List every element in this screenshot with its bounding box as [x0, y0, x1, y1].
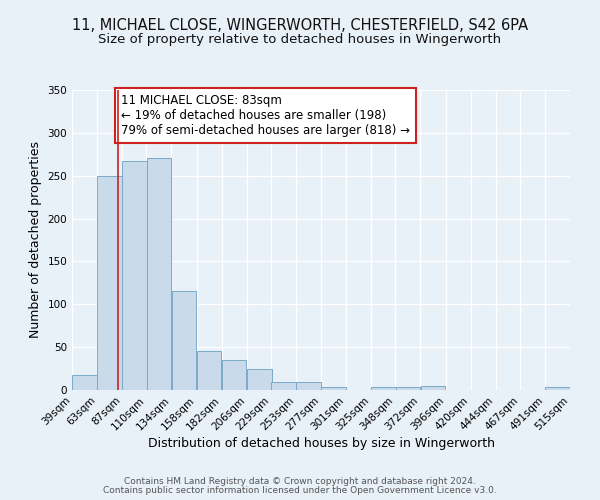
Bar	[122, 161, 147, 390]
Text: Contains HM Land Registry data © Crown copyright and database right 2024.: Contains HM Land Registry data © Crown c…	[124, 477, 476, 486]
Bar	[97, 176, 122, 390]
Bar	[271, 382, 296, 390]
Bar	[197, 352, 221, 390]
Bar	[395, 386, 420, 390]
Bar	[172, 290, 196, 390]
Text: 11 MICHAEL CLOSE: 83sqm
← 19% of detached houses are smaller (198)
79% of semi-d: 11 MICHAEL CLOSE: 83sqm ← 19% of detache…	[121, 94, 410, 138]
Y-axis label: Number of detached properties: Number of detached properties	[29, 142, 42, 338]
Bar	[421, 386, 445, 390]
Text: Contains public sector information licensed under the Open Government Licence v3: Contains public sector information licen…	[103, 486, 497, 495]
Bar	[146, 158, 171, 390]
Bar	[296, 382, 321, 390]
Bar	[321, 388, 346, 390]
Bar	[222, 360, 247, 390]
Bar	[545, 388, 570, 390]
Text: 11, MICHAEL CLOSE, WINGERWORTH, CHESTERFIELD, S42 6PA: 11, MICHAEL CLOSE, WINGERWORTH, CHESTERF…	[72, 18, 528, 32]
Bar	[247, 370, 272, 390]
X-axis label: Distribution of detached houses by size in Wingerworth: Distribution of detached houses by size …	[148, 438, 494, 450]
Bar	[371, 386, 396, 390]
Bar	[72, 374, 97, 390]
Text: Size of property relative to detached houses in Wingerworth: Size of property relative to detached ho…	[98, 32, 502, 46]
